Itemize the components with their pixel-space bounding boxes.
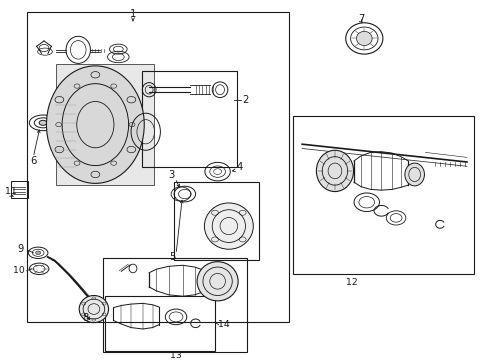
Bar xyxy=(11,180,28,198)
Text: 4: 4 xyxy=(236,162,242,172)
Bar xyxy=(105,296,215,351)
Bar xyxy=(102,258,246,352)
Ellipse shape xyxy=(46,66,144,183)
Text: 7: 7 xyxy=(358,14,365,23)
Ellipse shape xyxy=(197,262,238,301)
Text: 5: 5 xyxy=(168,252,175,262)
Text: 1: 1 xyxy=(129,9,136,19)
Ellipse shape xyxy=(79,296,108,323)
Text: 8: 8 xyxy=(82,312,88,323)
Text: 6: 6 xyxy=(30,156,37,166)
Text: 12: 12 xyxy=(346,278,357,287)
Bar xyxy=(173,181,259,260)
Text: 11: 11 xyxy=(5,187,17,196)
Bar xyxy=(142,71,237,167)
Bar xyxy=(56,64,154,185)
Ellipse shape xyxy=(356,31,371,46)
Ellipse shape xyxy=(316,150,353,192)
Text: 2: 2 xyxy=(242,95,248,105)
Text: 10: 10 xyxy=(13,266,24,275)
Text: 14: 14 xyxy=(218,320,229,329)
Ellipse shape xyxy=(404,163,424,186)
Ellipse shape xyxy=(39,120,47,125)
Text: 3: 3 xyxy=(168,170,174,180)
Bar xyxy=(293,116,473,274)
Text: 9: 9 xyxy=(18,244,24,254)
Ellipse shape xyxy=(36,251,41,255)
Text: 13: 13 xyxy=(170,351,182,360)
Bar xyxy=(27,13,288,322)
Ellipse shape xyxy=(204,203,253,249)
